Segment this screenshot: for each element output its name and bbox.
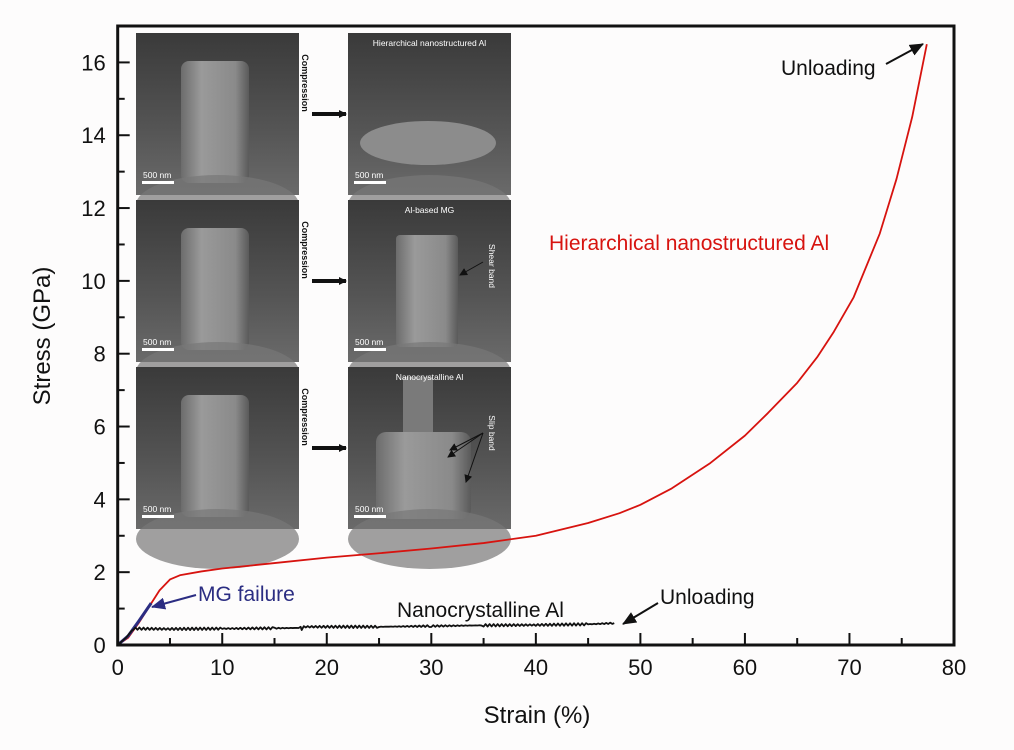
annotation-mg-failure: MG failure [198,583,295,606]
compression-label: Compression [300,221,310,279]
pillar-shape [376,432,471,519]
scale-bar [142,348,174,351]
y-tick-label: 0 [93,633,105,658]
series-line-nanocrystalline-al [117,621,615,646]
annotation-unloading-top: Unloading [781,57,876,80]
y-tick-label: 8 [93,342,105,367]
sem-inset-panels: 500 nm 500 nm Hierarchical nanostructured … [136,33,511,569]
annotation-arrow-unloading-bottom [622,602,659,625]
series-line-hierarchical-nanostructured-al [117,44,928,646]
scale-bar-label: 500 nm [143,170,171,180]
sem-pointer-arrow [459,261,484,276]
x-tick-label: 20 [315,655,339,680]
scale-bar-label: 500 nm [355,170,383,180]
sem-title: Hierarchical nanostructured Al [373,38,487,48]
annotation-nanocrystalline-label: Nanocrystalline Al [397,599,564,622]
compression-label: Compression [300,54,310,112]
x-tick-label: 80 [942,655,966,680]
scale-bar [354,348,386,351]
y-tick-label: 4 [93,487,105,512]
y-tick-label: 10 [81,269,105,294]
sem-title: Al-based MG [405,205,455,215]
scale-bar [142,181,174,184]
annotation-unloading-bottom: Unloading [660,586,755,609]
pillar-shape [396,235,458,347]
pillar-shape [181,61,249,183]
sem-image-3-before: 500 nm [136,367,299,569]
y-tick-label: 2 [93,560,105,585]
x-tick-label: 70 [837,655,861,680]
x-tick-label: 40 [524,655,548,680]
sem-pointer-arrow [449,432,484,451]
pillar-shape [181,395,249,517]
scale-bar [354,181,386,184]
annotation-arrow-mg-failure [151,594,197,610]
sem-title: Nanocrystalline Al [396,372,464,382]
x-axis-title: Strain (%) [484,702,591,729]
x-tick-label: 30 [419,655,443,680]
sem-image-2-after: 500 nm Al-based MG Shear band [348,200,511,402]
y-tick-label: 16 [81,50,105,75]
y-tick-label: 6 [93,415,105,440]
annotation-hierarchical-label: Hierarchical nanostructured Al [549,232,829,255]
x-tick-label: 10 [210,655,234,680]
x-tick-label: 60 [733,655,757,680]
scale-bar-label: 500 nm [355,504,383,514]
y-tick-label: 14 [81,123,105,148]
x-tick-label: 0 [112,655,124,680]
scale-bar-label: 500 nm [143,504,171,514]
sem-note: Shear band [487,244,497,288]
annotation-arrow-unloading-top [885,43,924,65]
compression-label: Compression [300,388,310,446]
pillar-shape [360,121,496,165]
sem-note: Slip band [487,415,497,451]
sem-pointer-arrow [464,432,484,483]
y-axis-title: Stress (GPa) [29,267,56,406]
scale-bar-label: 500 nm [355,337,383,347]
scale-bar [142,515,174,518]
x-tick-label: 50 [628,655,652,680]
pillar-shape [181,228,249,350]
sem-pointer-arrow [447,432,484,458]
scale-bar [354,515,386,518]
scale-bar-label: 500 nm [143,337,171,347]
sem-image-3-after: 500 nm Nanocrystalline Al Slip band [348,367,511,569]
y-tick-label: 12 [81,196,105,221]
